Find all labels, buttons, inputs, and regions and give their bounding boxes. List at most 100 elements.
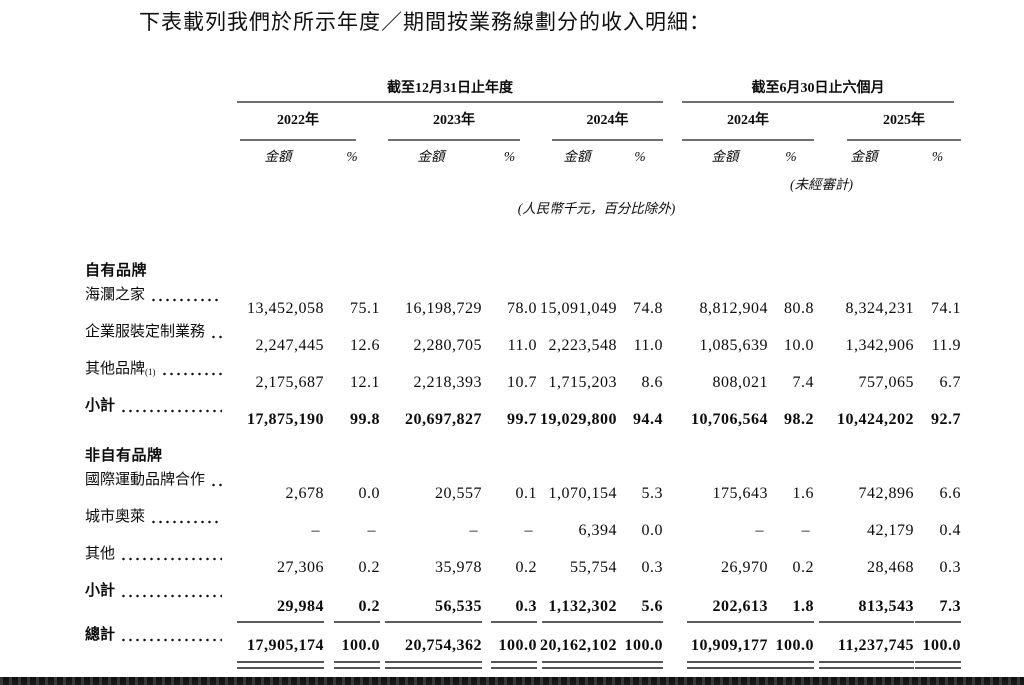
value-text: 10,706,564 — [691, 411, 768, 428]
year-label: 2024年 — [682, 109, 814, 141]
value-text: 19,029,800 — [540, 411, 617, 428]
row-label: 其他 — [85, 542, 232, 565]
cell-value: 11.9 — [914, 320, 961, 357]
row-label-text: 企業服裝定制業務 — [85, 324, 206, 340]
cell-value: 5.3 — [617, 468, 663, 505]
value-text: 12.6 — [350, 337, 380, 354]
column-gap — [663, 623, 682, 669]
value-text: 35,978 — [435, 559, 482, 576]
row-label-text: 海瀾之家 — [85, 287, 146, 303]
cell-value: 13,452,058 — [232, 283, 324, 320]
cell-value: 7.3 — [914, 579, 961, 623]
value-text: 8,324,231 — [845, 300, 914, 317]
cell-value: 2,175,687 — [232, 357, 324, 394]
cell-value: 5.6 — [617, 579, 663, 623]
year-header-row: 2022年 2023年 2024年 2024年 2025年 — [85, 103, 961, 141]
column-gap — [663, 505, 682, 542]
value-text: 0.0 — [641, 522, 663, 539]
cropped-bottom-bar — [0, 677, 1024, 685]
value-text: 20,557 — [435, 485, 482, 502]
value-text: 6,394 — [578, 522, 617, 539]
value-text: – — [755, 522, 764, 539]
value-text: 0.3 — [939, 559, 961, 576]
cell-value: 99.7 — [482, 394, 537, 431]
cell-value: 0.2 — [324, 542, 380, 579]
cell-value: 0.4 — [914, 505, 961, 542]
row-label-text: 總計 — [85, 627, 116, 643]
cell-value: 10.0 — [768, 320, 814, 357]
cell-value: 17,905,174 — [232, 623, 324, 669]
cell-value: 7.4 — [768, 357, 814, 394]
table-row: 國際運動品牌合作 2,678 0.0 20,557 0.1 1,070,154 5.3 175… — [85, 468, 961, 505]
value-text: 98.2 — [784, 411, 814, 428]
value-text: 202,613 — [712, 598, 768, 615]
row-label: 總計 — [85, 623, 232, 646]
dot-leader — [150, 518, 222, 524]
table-row: 海瀾之家 13,452,058 75.1 16,198,729 78.0 15,091,0… — [85, 283, 961, 320]
cell-value: 42,179 — [814, 505, 914, 542]
cell-value: – — [682, 505, 768, 542]
amount-header: 金額 — [711, 149, 739, 164]
value-text: 0.3 — [515, 598, 537, 615]
value-text: 808,021 — [712, 374, 768, 391]
cell-value: 742,896 — [814, 468, 914, 505]
value-text: 100.0 — [341, 637, 380, 654]
column-gap — [663, 320, 682, 357]
value-text: 813,543 — [858, 598, 914, 615]
cell-value: 2,218,393 — [380, 357, 482, 394]
cell-value: 10,424,202 — [814, 394, 914, 431]
row-label-text: 小計 — [85, 398, 116, 414]
table-row: 其他 27,306 0.2 35,978 0.2 55,754 0.3 26,970 0.2 28… — [85, 542, 961, 579]
cell-value: 1,085,639 — [682, 320, 768, 357]
section-header: 非自有品牌 — [85, 447, 163, 464]
unaudited-note-row: (未經審計) — [85, 169, 961, 193]
cell-value: 1.8 — [768, 579, 814, 623]
value-text: 0.1 — [515, 485, 537, 502]
cell-value: 20,557 — [380, 468, 482, 505]
value-text: 13,452,058 — [247, 300, 324, 317]
cell-value: 813,543 — [814, 579, 914, 623]
subheader-row: 金額 % 金額 % 金額 % 金額 % 金額 % — [85, 141, 961, 169]
column-gap — [663, 468, 682, 505]
dot-leader — [120, 636, 222, 642]
cell-value: 1,342,906 — [814, 320, 914, 357]
value-text: 2,218,393 — [413, 374, 482, 391]
double-rule — [491, 661, 537, 669]
value-text: 2,175,687 — [255, 374, 324, 391]
cell-value: – — [380, 505, 482, 542]
value-text: – — [524, 522, 533, 539]
cell-value: 0.2 — [768, 542, 814, 579]
cell-value: 202,613 — [682, 579, 768, 623]
intro-text: 下表載列我們於所示年度／期間按業務線劃分的收入明細： — [139, 10, 711, 34]
dot-leader — [210, 333, 222, 339]
cell-value: 8,324,231 — [814, 283, 914, 320]
value-text: 29,984 — [277, 598, 324, 615]
value-text: 2,247,445 — [255, 337, 324, 354]
cell-value: 0.3 — [482, 579, 537, 623]
table-row: 小計 29,984 0.2 56,535 0.3 1,132,302 5.6 202,613 1… — [85, 579, 961, 623]
single-rule — [385, 621, 482, 623]
amount-header: 金額 — [417, 149, 445, 164]
column-gap — [663, 542, 682, 579]
value-text: 17,875,190 — [247, 411, 324, 428]
cell-value: 12.6 — [324, 320, 380, 357]
cell-value: 6,394 — [537, 505, 617, 542]
unaudited-note: (未經審計) — [790, 177, 853, 192]
value-text: 17,905,174 — [247, 637, 324, 654]
year-header-2022: 2022年 — [232, 103, 380, 141]
value-text: 26,970 — [721, 559, 768, 576]
row-label: 小計 — [85, 579, 232, 602]
spacer — [85, 193, 232, 223]
cell-value: 99.8 — [324, 394, 380, 431]
percent-header: % — [785, 149, 797, 164]
cell-value: 1,715,203 — [537, 357, 617, 394]
dot-leader — [120, 592, 222, 598]
cell-value: 6.7 — [914, 357, 961, 394]
period-group-interim-label: 截至6月30日止六個月 — [682, 77, 954, 103]
cell-value: 11.0 — [482, 320, 537, 357]
cell-value: 12.1 — [324, 357, 380, 394]
value-text: 75.1 — [350, 300, 380, 317]
cell-value: 1.6 — [768, 468, 814, 505]
cell-value: 8.6 — [617, 357, 663, 394]
